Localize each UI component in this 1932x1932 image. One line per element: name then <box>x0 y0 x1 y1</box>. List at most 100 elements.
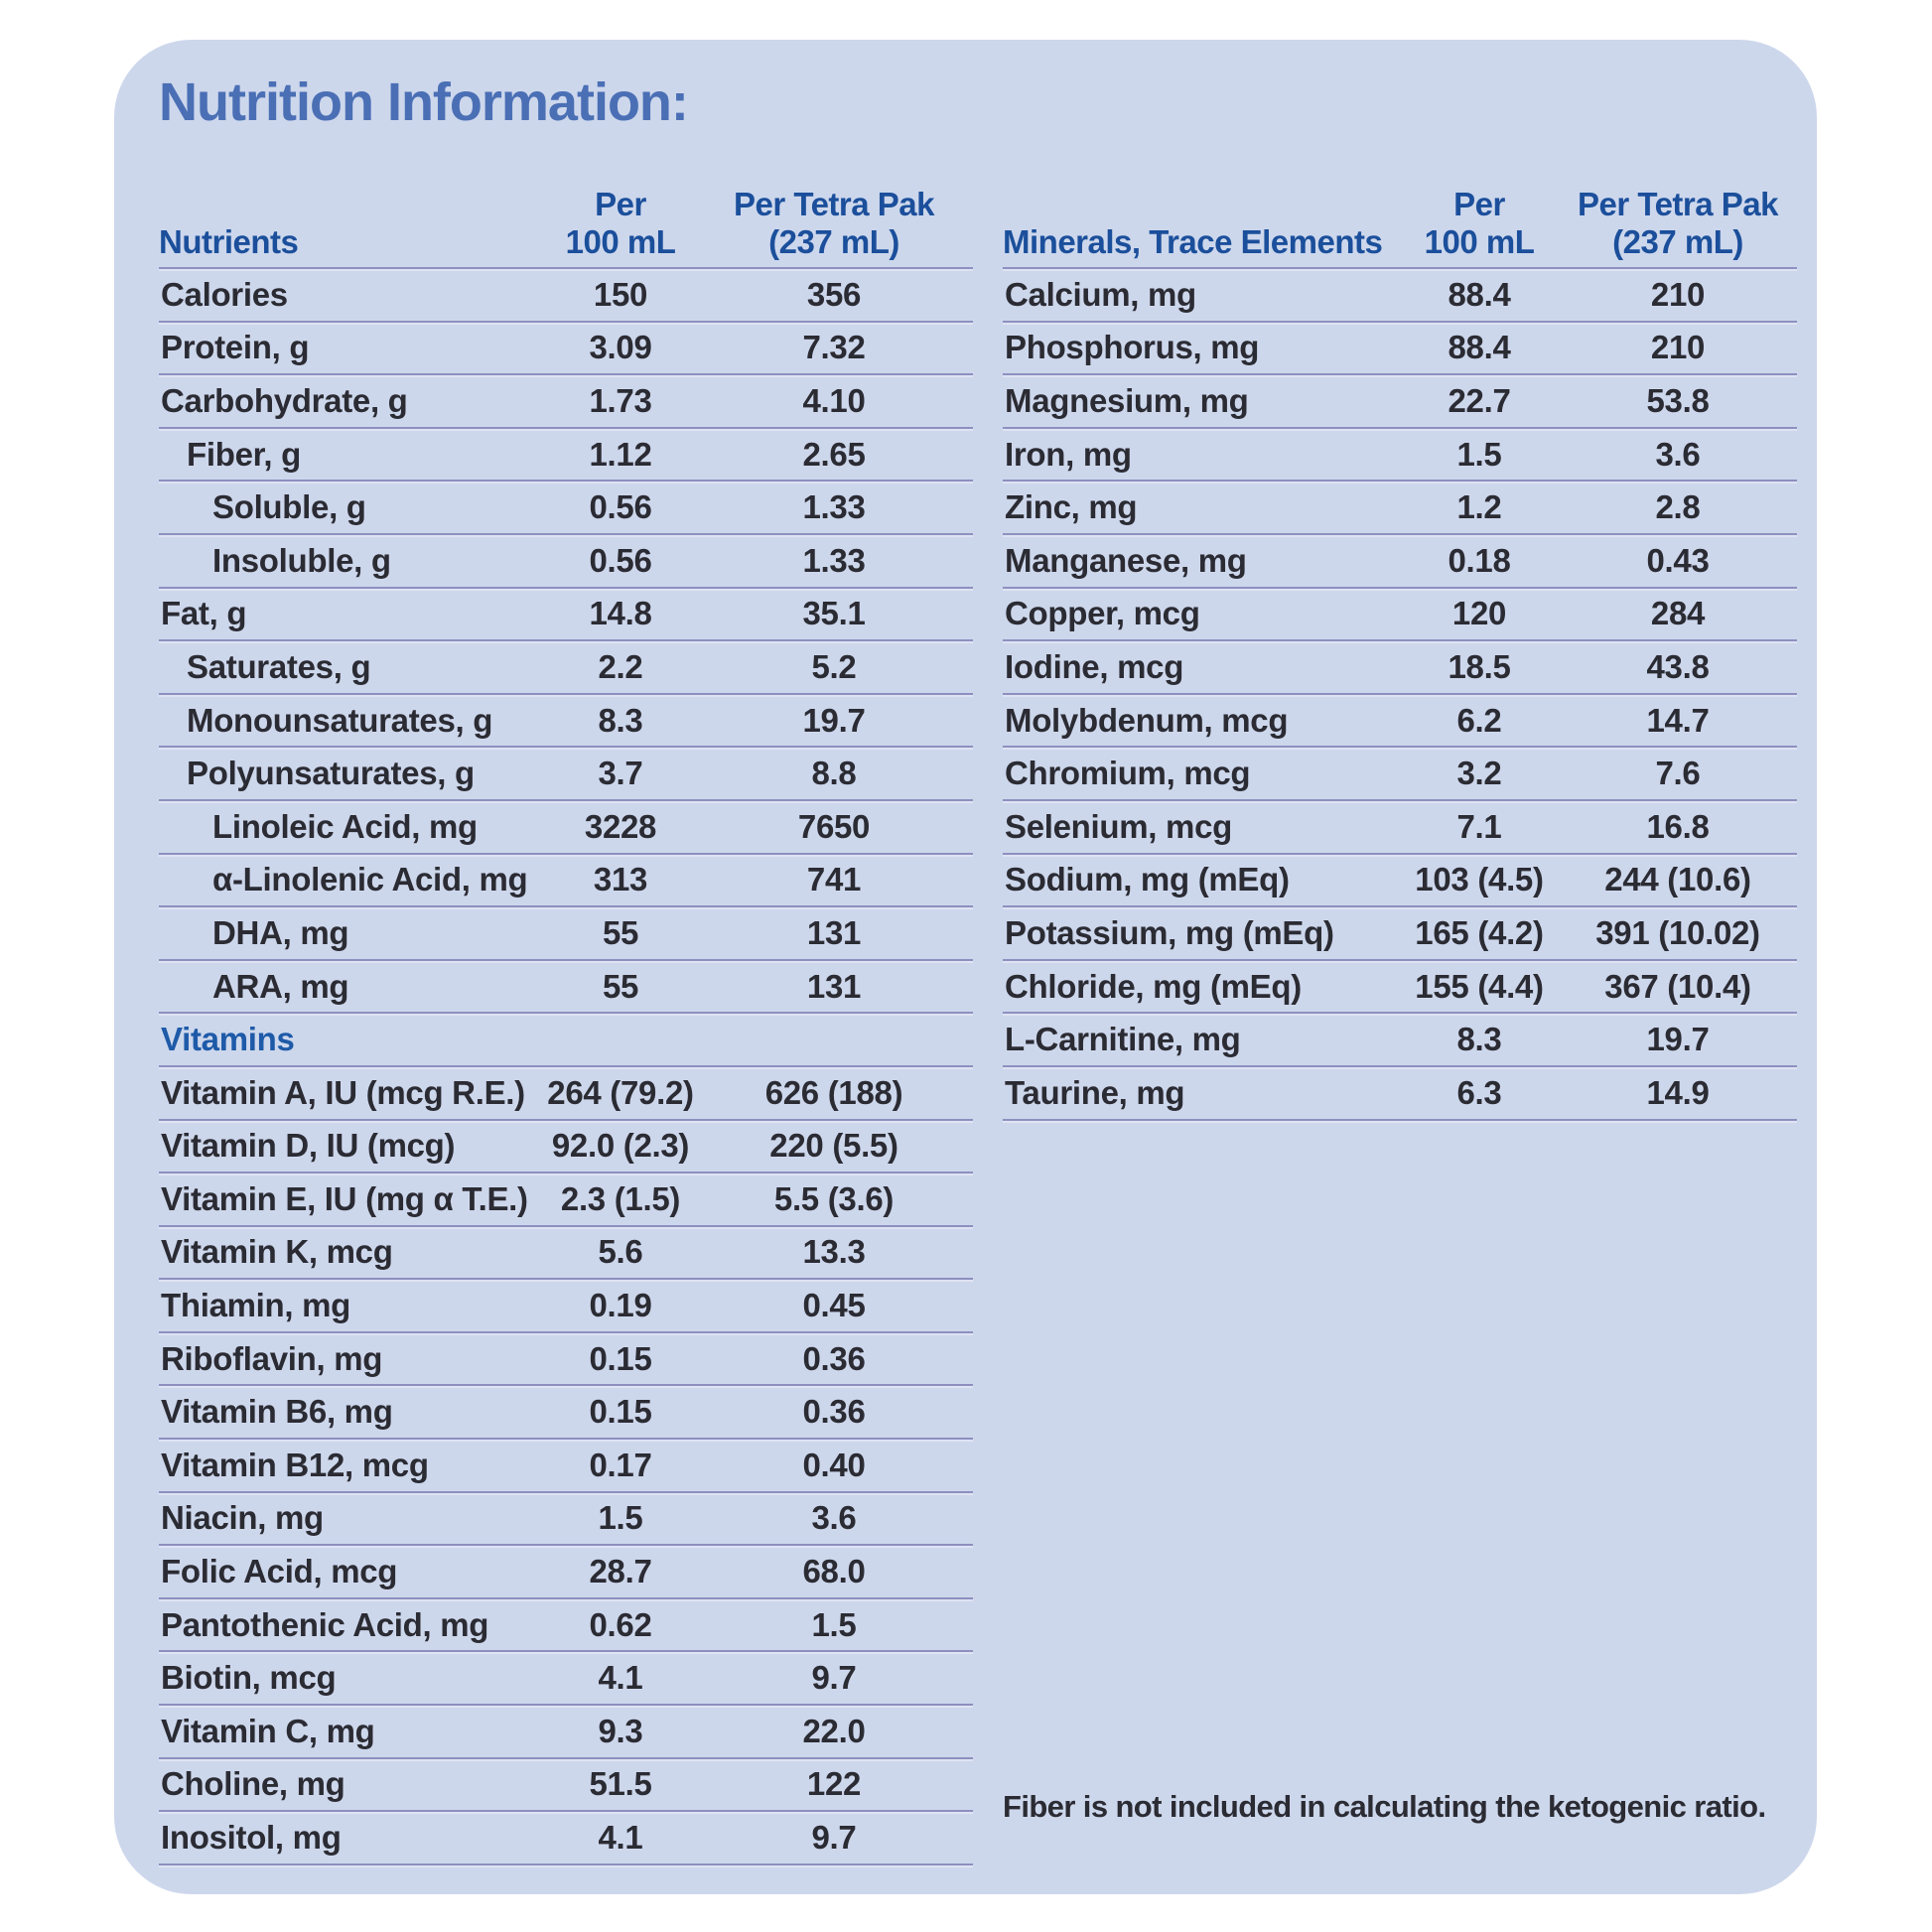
value-per-100ml: 88.4 <box>1448 275 1511 313</box>
value-per-tetra-pak: 2.65 <box>802 435 866 473</box>
row-label: Carbohydrate, g <box>161 381 408 419</box>
column-header-per-tetra-pak: Per Tetra Pak (237 mL) <box>695 186 973 261</box>
value-per-tetra-pak: 0.43 <box>1646 541 1710 579</box>
row-label: Vitamin B6, mg <box>161 1393 393 1431</box>
value-per-tetra-pak: 7.6 <box>1655 755 1701 792</box>
value-per-100ml: 3.2 <box>1456 755 1502 792</box>
value-per-100ml: 1.2 <box>1456 488 1502 526</box>
table-row: Saturates, g 2.2 5.2 <box>159 641 973 695</box>
value-per-tetra-pak: 0.36 <box>802 1393 866 1431</box>
section-header-row: Vitamins <box>159 1014 973 1067</box>
value-per-100ml: 55 <box>602 913 639 951</box>
value-per-100ml: 8.3 <box>1456 1021 1502 1058</box>
table-row: Fat, g 14.8 35.1 <box>159 589 973 642</box>
value-per-100ml: 6.2 <box>1456 701 1502 739</box>
column-header-per-tetra-pak-line1: Per Tetra Pak <box>1577 186 1779 222</box>
table-row: Magnesium, mg 22.7 53.8 <box>1003 375 1797 429</box>
table-row: α-Linolenic Acid, mg 313 741 <box>159 855 973 908</box>
row-label: Thiamin, mg <box>161 1287 351 1324</box>
value-per-100ml: 5.6 <box>598 1233 643 1271</box>
value-per-tetra-pak: 7.32 <box>802 329 866 366</box>
value-per-tetra-pak: 43.8 <box>1646 647 1710 685</box>
value-per-tetra-pak: 3.6 <box>1655 435 1701 473</box>
row-label: Molybdenum, mcg <box>1005 701 1289 739</box>
minerals-table: Minerals, Trace Elements Per 100 mL Per … <box>1003 164 1797 1121</box>
row-label: Vitamin C, mg <box>161 1712 375 1749</box>
value-per-tetra-pak: 391 (10.02) <box>1595 913 1760 951</box>
table-row: Vitamin K, mcg 5.6 13.3 <box>159 1227 973 1281</box>
value-per-100ml: 150 <box>593 275 648 313</box>
value-per-100ml: 6.3 <box>1456 1073 1502 1111</box>
row-label: Folic Acid, mcg <box>161 1553 398 1590</box>
table-row: Copper, mcg 120 284 <box>1003 589 1797 642</box>
value-per-tetra-pak: 5.5 (3.6) <box>773 1179 895 1217</box>
value-per-100ml: 120 <box>1451 595 1507 632</box>
value-per-tetra-pak: 16.8 <box>1646 807 1710 845</box>
value-per-tetra-pak: 53.8 <box>1646 381 1710 419</box>
nutrients-table-body: Calories 150 356 Protein, g 3.09 7.32 Carbohyd… <box>159 269 973 1865</box>
table-row: Inositol, mg 4.1 9.7 <box>159 1812 973 1865</box>
table-row: Vitamin A, IU (mcg R.E.) 264 (79.2) 626 (1… <box>159 1067 973 1121</box>
table-row: L-Carnitine, mg 8.3 19.7 <box>1003 1014 1797 1067</box>
table-row: Niacin, mg 1.5 3.6 <box>159 1493 973 1547</box>
row-label: Vitamin B12, mcg <box>161 1446 429 1483</box>
value-per-tetra-pak: 131 <box>806 913 862 951</box>
value-per-100ml: 1.12 <box>589 435 652 473</box>
table-row: Protein, g 3.09 7.32 <box>159 323 973 376</box>
value-per-100ml: 3.09 <box>589 329 652 366</box>
table-row: Insoluble, g 0.56 1.33 <box>159 535 973 589</box>
value-per-100ml: 0.17 <box>589 1446 652 1483</box>
value-per-tetra-pak: 367 (10.4) <box>1604 967 1751 1005</box>
table-row: Iron, mg 1.5 3.6 <box>1003 429 1797 483</box>
value-per-100ml: 1.73 <box>589 381 652 419</box>
row-label: Phosphorus, mg <box>1005 329 1260 366</box>
value-per-100ml: 4.1 <box>598 1819 643 1857</box>
value-per-tetra-pak: 3.6 <box>811 1499 857 1537</box>
row-label: Calories <box>161 275 288 313</box>
table-row: Taurine, mg 6.3 14.9 <box>1003 1067 1797 1121</box>
row-label: Pantothenic Acid, mg <box>161 1605 489 1643</box>
value-per-tetra-pak: 0.45 <box>802 1287 866 1324</box>
table-row: Vitamin E, IU (mg α T.E.) 2.3 (1.5) 5.5 (3… <box>159 1173 973 1227</box>
table-row: Pantothenic Acid, mg 0.62 1.5 <box>159 1599 973 1653</box>
column-header-per-tetra-pak: Per Tetra Pak (237 mL) <box>1559 186 1797 261</box>
value-per-tetra-pak: 7650 <box>797 807 871 845</box>
value-per-100ml: 55 <box>602 967 639 1005</box>
value-per-tetra-pak: 9.7 <box>811 1659 857 1697</box>
row-label: Vitamin D, IU (mcg) <box>161 1127 456 1165</box>
value-per-100ml: 0.62 <box>589 1605 652 1643</box>
row-label: Vitamins <box>161 1021 295 1058</box>
value-per-tetra-pak: 8.8 <box>811 755 857 792</box>
value-per-100ml: 7.1 <box>1456 807 1502 845</box>
value-per-tetra-pak: 210 <box>1650 329 1706 366</box>
table-row: Biotin, mcg 4.1 9.7 <box>159 1652 973 1707</box>
row-label: Vitamin A, IU (mcg R.E.) <box>161 1073 525 1111</box>
value-per-tetra-pak: 14.9 <box>1646 1073 1710 1111</box>
table-row: Choline, mg 51.5 122 <box>159 1759 973 1813</box>
value-per-tetra-pak: 0.40 <box>802 1446 866 1483</box>
value-per-tetra-pak: 19.7 <box>1646 1021 1710 1058</box>
value-per-100ml: 3.7 <box>598 755 643 792</box>
row-label: Soluble, g <box>212 488 366 526</box>
value-per-tetra-pak: 244 (10.6) <box>1604 861 1751 898</box>
value-per-tetra-pak: 131 <box>806 967 862 1005</box>
nutrients-table-header: Nutrients Per 100 mL Per Tetra Pak (237 … <box>159 164 973 269</box>
footnote: Fiber is not included in calculating the… <box>1003 1789 1766 1824</box>
value-per-100ml: 8.3 <box>598 701 643 739</box>
value-per-100ml: 0.18 <box>1448 541 1511 579</box>
row-label: Saturates, g <box>187 647 371 685</box>
table-row: Potassium, mg (mEq) 165 (4.2) 391 (10.02) <box>1003 907 1797 961</box>
value-per-100ml: 1.5 <box>1456 435 1502 473</box>
value-per-100ml: 165 (4.2) <box>1415 913 1544 951</box>
value-per-tetra-pak: 220 (5.5) <box>769 1127 898 1165</box>
table-row: Vitamin C, mg 9.3 22.0 <box>159 1706 973 1759</box>
value-per-100ml: 0.56 <box>589 541 652 579</box>
value-per-tetra-pak: 626 (188) <box>764 1073 903 1111</box>
table-row: Calcium, mg 88.4 210 <box>1003 269 1797 323</box>
value-per-tetra-pak: 5.2 <box>811 647 857 685</box>
value-per-tetra-pak: 1.5 <box>811 1605 857 1643</box>
value-per-tetra-pak: 284 <box>1650 595 1706 632</box>
row-label: Chloride, mg (mEq) <box>1005 967 1302 1005</box>
row-label: Fiber, g <box>187 435 301 473</box>
value-per-tetra-pak: 22.0 <box>802 1712 866 1749</box>
